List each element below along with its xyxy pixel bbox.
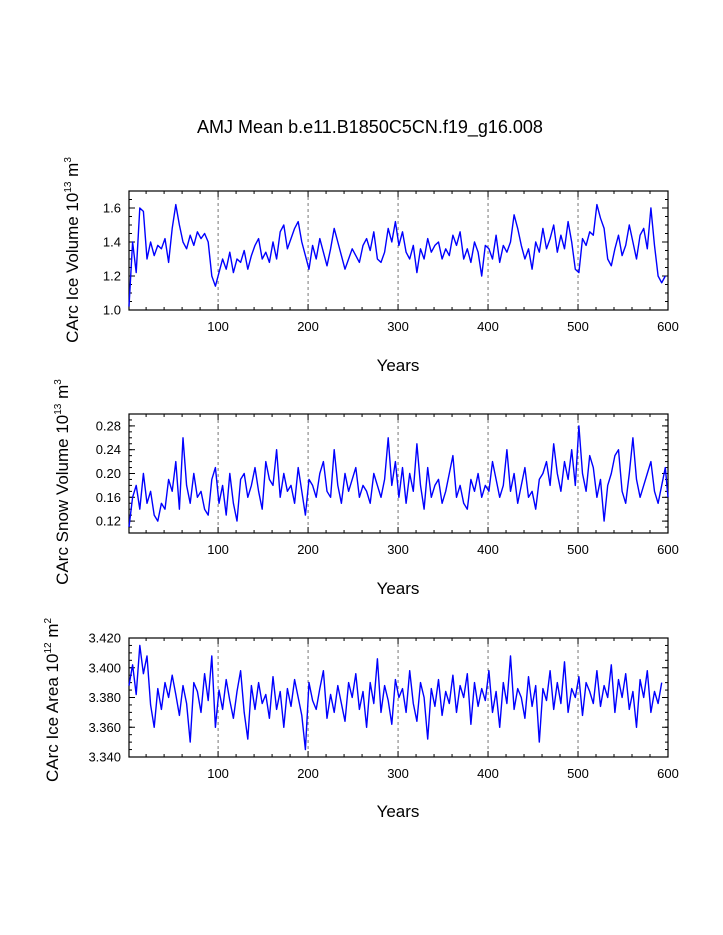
y-axis-title: CArc Snow Volume 1013 m3 <box>53 379 72 585</box>
x-tick-label: 200 <box>297 766 319 781</box>
y-tick-label: 1.6 <box>103 201 121 216</box>
y-axis-title-unit-exp: 2 <box>43 618 54 624</box>
y-tick-label: 0.16 <box>96 490 121 505</box>
y-tick-label: 3.420 <box>88 631 121 646</box>
x-tick-label: 600 <box>657 319 679 334</box>
y-tick-label: 3.380 <box>88 690 121 705</box>
figure-title: AMJ Mean b.e11.B1850C5CN.f19_g16.008 <box>197 117 543 138</box>
x-axis-title: Years <box>377 802 420 821</box>
x-tick-label: 600 <box>657 766 679 781</box>
panel-snow-volume: 100 200 300 400 500 600 0.12 0.16 0.20 0.24 0.28 Y… <box>53 379 679 598</box>
x-tick-label: 600 <box>657 542 679 557</box>
x-tick-label: 500 <box>567 766 589 781</box>
y-axis-title-unit-exp: 3 <box>53 379 64 385</box>
x-tick-label: 300 <box>387 319 409 334</box>
x-axis-title: Years <box>377 579 420 598</box>
y-tick-label: 1.4 <box>103 235 121 250</box>
x-tick-label: 200 <box>297 319 319 334</box>
panel-ice-area: 100 200 300 400 500 600 3.340 3.360 3.380 3.400 3.… <box>43 618 679 821</box>
x-tick-label: 300 <box>387 766 409 781</box>
y-axis-title-exp: 13 <box>53 403 64 415</box>
plot-frame <box>128 413 669 534</box>
y-axis-title-exp: 13 <box>63 181 74 193</box>
panel-ice-volume: 100 200 300 400 500 600 1.0 1.2 1.4 1.6 Years CAr… <box>63 157 679 375</box>
plot-frame <box>128 190 669 311</box>
x-tick-label: 100 <box>207 766 229 781</box>
series-line <box>128 425 669 528</box>
y-tick-label: 3.340 <box>88 750 121 765</box>
x-tick-label: 100 <box>207 542 229 557</box>
x-tick-label: 400 <box>477 766 499 781</box>
y-axis-title-main: CArc Ice Area 10 <box>43 654 62 783</box>
x-axis-title: Years <box>377 356 420 375</box>
x-tick-label: 400 <box>477 542 499 557</box>
y-tick-label: 1.2 <box>103 269 121 284</box>
y-axis-title: CArc Ice Area 1012 m2 <box>43 618 62 783</box>
y-axis-title-exp: 12 <box>43 642 54 654</box>
x-tick-label: 500 <box>567 542 589 557</box>
series-line <box>128 203 666 307</box>
x-tick-label: 400 <box>477 319 499 334</box>
y-axis-title-unit: m <box>53 385 72 404</box>
y-axis-title-unit: m <box>63 163 82 182</box>
y-tick-label: 3.400 <box>88 660 121 675</box>
y-axis-title-main: CArc Ice Volume 10 <box>63 193 82 343</box>
y-tick-label: 0.24 <box>96 442 121 457</box>
y-axis-title-main: CArc Snow Volume 10 <box>53 415 72 585</box>
y-tick-label: 0.28 <box>96 418 121 433</box>
y-axis-title: CArc Ice Volume 1013 m3 <box>63 157 82 343</box>
x-tick-label: 100 <box>207 319 229 334</box>
x-tick-label: 300 <box>387 542 409 557</box>
y-tick-label: 0.12 <box>96 514 121 529</box>
series-line <box>128 644 663 751</box>
x-tick-label: 500 <box>567 319 589 334</box>
y-tick-label: 0.20 <box>96 466 121 481</box>
x-tick-label: 200 <box>297 542 319 557</box>
y-tick-label: 1.0 <box>103 303 121 318</box>
y-axis-title-unit-exp: 3 <box>63 157 74 163</box>
y-tick-label: 3.360 <box>88 720 121 735</box>
y-axis-title-unit: m <box>43 624 62 643</box>
